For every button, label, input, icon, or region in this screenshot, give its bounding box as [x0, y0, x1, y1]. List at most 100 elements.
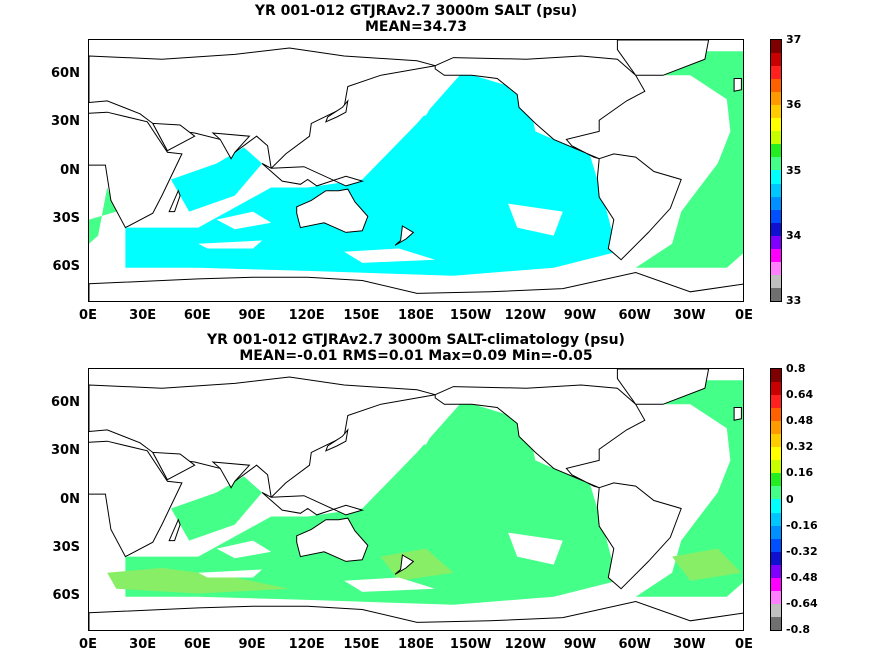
x-tick-label: 60E — [183, 308, 211, 323]
ocean-field-patch — [171, 147, 263, 212]
x-tick-label: 60W — [618, 637, 651, 652]
coastline-africa — [89, 111, 183, 229]
x-tick-label: 90E — [238, 637, 266, 652]
colorbar-label: 0.64 — [786, 388, 814, 402]
coastline-japan — [325, 99, 349, 123]
colorbar-swatch — [771, 287, 781, 301]
panel1-map — [88, 39, 744, 302]
coastline-namerica — [434, 384, 646, 489]
coastline-greenland — [616, 40, 710, 76]
no-data-region — [344, 577, 436, 592]
coastline-samerica — [596, 153, 682, 261]
coastline-nz — [394, 554, 415, 575]
coastline-india — [211, 132, 251, 160]
y-tick-label: 60N — [51, 66, 80, 82]
colorbar-label: -0.64 — [786, 596, 818, 610]
colorbar-swatch — [771, 421, 781, 435]
colorbar-label: 37 — [786, 33, 802, 46]
no-data-region — [362, 428, 436, 453]
colorbar-swatch — [771, 118, 781, 132]
no-data-region — [362, 99, 436, 124]
x-tick-label: 0E — [79, 308, 97, 323]
colorbar-swatch — [771, 408, 781, 422]
colorbar-swatch — [771, 512, 781, 526]
panel2-subtitle: MEAN=-0.01 RMS=0.01 Max=0.09 Min=-0.05 — [239, 348, 593, 364]
coastline-japan — [325, 428, 349, 452]
x-tick-label: 30E — [129, 637, 157, 652]
panel2-colorbar — [770, 368, 782, 631]
colorbar-swatch — [771, 53, 781, 67]
colorbar-swatch — [771, 92, 781, 106]
colorbar-swatch — [771, 447, 781, 461]
colorbar-swatch — [771, 209, 781, 223]
colorbar-swatch — [771, 486, 781, 500]
coastline-uk — [733, 407, 742, 421]
coastline-nz — [394, 225, 415, 246]
no-data-region — [216, 211, 272, 230]
no-data-region — [344, 248, 436, 263]
x-tick-label: 90W — [563, 637, 597, 652]
x-tick-label: 120E — [288, 308, 325, 323]
colorbar-swatch — [771, 40, 781, 54]
colorbar-label: 33 — [786, 294, 802, 307]
y-tick-label: 30S — [52, 210, 80, 226]
y-tick-label: 60N — [51, 395, 80, 411]
coastline-uk — [733, 78, 742, 92]
colorbar-label: 34 — [786, 228, 802, 242]
colorbar-label: 35 — [786, 163, 802, 177]
colorbar-swatch — [771, 551, 781, 565]
x-tick-label: 30W — [673, 308, 706, 323]
colorbar-swatch — [771, 369, 781, 383]
colorbar-label: -0.32 — [786, 544, 818, 558]
colorbar-swatch — [771, 105, 781, 119]
x-tick-label: 180E — [397, 308, 435, 323]
coastline-namerica — [434, 55, 646, 160]
coastline-antarctica — [89, 600, 743, 630]
x-tick-label: 0E — [79, 637, 97, 652]
colorbar-label: 0.32 — [786, 440, 814, 454]
colorbar-swatch — [771, 248, 781, 262]
map-canvas — [89, 369, 743, 630]
colorbar-swatch — [771, 79, 781, 93]
colorbar-swatch — [771, 382, 781, 396]
y-tick-label: 60S — [52, 587, 80, 603]
panel1-colorbar — [770, 39, 782, 302]
colorbar-label: -0.16 — [786, 518, 818, 532]
colorbar-swatch — [771, 170, 781, 184]
colorbar-swatch — [771, 261, 781, 275]
ocean-field-patch — [635, 380, 743, 597]
map-canvas — [89, 40, 743, 301]
colorbar-swatch — [771, 183, 781, 197]
colorbar-swatch — [771, 499, 781, 513]
colorbar-swatch — [771, 590, 781, 604]
y-tick-label: 0N — [60, 491, 80, 507]
colorbar-swatch — [771, 157, 781, 171]
colorbar-swatch — [771, 434, 781, 448]
x-tick-label: 90E — [238, 308, 266, 323]
colorbar-swatch — [771, 395, 781, 409]
coastline-samerica — [596, 482, 682, 590]
ocean-field-patch — [107, 567, 290, 594]
x-tick-label: 60W — [618, 308, 651, 323]
coastline-madagascar — [168, 189, 181, 213]
coastline-indonesia — [261, 492, 365, 516]
coastline-india — [211, 461, 251, 489]
y-tick-label: 30N — [51, 114, 80, 130]
y-tick-label: 30N — [51, 443, 80, 459]
colorbar-label: 0 — [786, 492, 794, 506]
panel1-title: YR 001-012 GTJRAv2.7 3000m SALT (psu) — [254, 3, 578, 19]
ocean-field-patch — [672, 548, 742, 581]
colorbar-label: -0.8 — [786, 623, 811, 636]
x-tick-label: 150W — [449, 308, 492, 323]
x-tick-label: 150E — [343, 308, 380, 323]
colorbar-label: 36 — [786, 98, 802, 112]
x-tick-label: 150E — [343, 637, 380, 652]
coastline-africa — [89, 440, 183, 558]
coastline-australia — [296, 188, 369, 233]
colorbar-swatch — [771, 235, 781, 249]
no-data-region — [198, 569, 263, 578]
colorbar-swatch — [771, 66, 781, 80]
colorbar-swatch — [771, 222, 781, 236]
coastline-greenland — [616, 369, 710, 405]
coastline-australia — [296, 517, 369, 562]
